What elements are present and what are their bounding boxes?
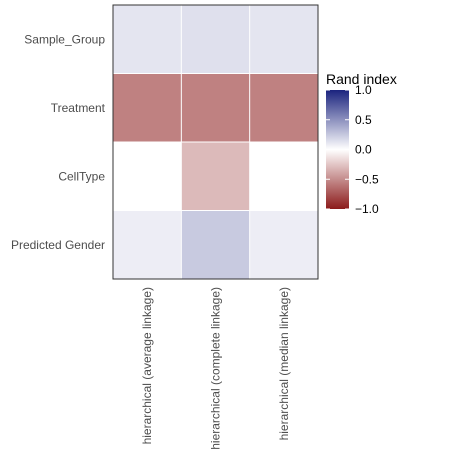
y-tick-label: Predicted Gender (11, 238, 105, 252)
heatmap-cell (113, 210, 182, 279)
x-tick-label: hierarchical (complete linkage) (209, 287, 223, 450)
legend-colorbar (326, 90, 349, 209)
y-tick-label: Treatment (51, 101, 106, 115)
heatmap-cell (249, 73, 318, 142)
legend-tick-label: 0.5 (355, 113, 372, 127)
heatmap-cell (113, 5, 182, 74)
color-legend: Rand index 1.0 0.5 0.0 −0.5 −1.0 (326, 71, 397, 216)
heatmap-cell (181, 73, 250, 142)
heatmap-cell (249, 5, 318, 74)
panel-border (112, 4, 319, 280)
x-tick-label: hierarchical (average linkage) (140, 287, 154, 444)
y-tick-label: CellType (58, 169, 105, 183)
heatmap-cell (249, 142, 318, 211)
heatmap-cell (181, 210, 250, 279)
heatmap-cell (249, 210, 318, 279)
grid-lines (113, 5, 318, 279)
legend-title: Rand index (326, 71, 397, 87)
legend-ticks: 1.0 0.5 0.0 −0.5 −1.0 (326, 83, 379, 216)
x-axis-labels: hierarchical (average linkage) hierarchic… (140, 287, 291, 450)
legend-tick-label: −1.0 (355, 202, 379, 216)
heatmap-cell (113, 142, 182, 211)
y-axis-labels: Sample_Group Treatment CellType Predicted G… (11, 32, 106, 252)
legend-tick-label: 1.0 (355, 83, 372, 97)
heatmap-cells (113, 5, 318, 279)
heatmap-cell (113, 73, 182, 142)
legend-tick-label: 0.0 (355, 143, 372, 157)
heatmap-cell (181, 142, 250, 211)
y-tick-label: Sample_Group (24, 32, 105, 46)
x-tick-label: hierarchical (median linkage) (277, 287, 291, 440)
heatmap-cell (181, 5, 250, 74)
legend-tick-label: −0.5 (355, 172, 379, 186)
